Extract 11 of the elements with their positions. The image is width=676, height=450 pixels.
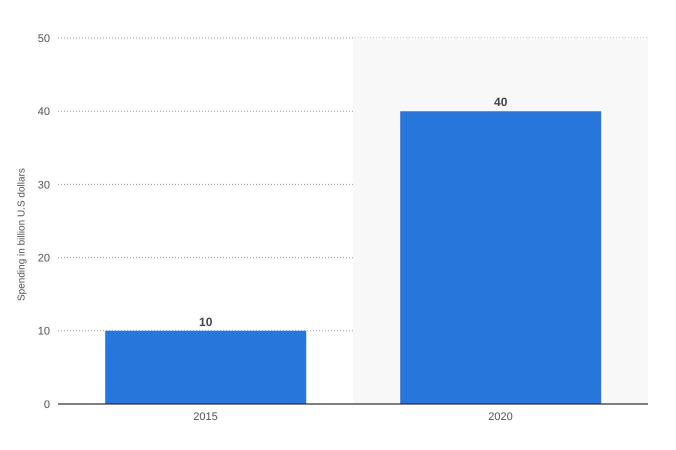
x-tick-label: 2015 xyxy=(193,410,218,423)
y-tick-label: 0 xyxy=(44,398,50,411)
data-label: 10 xyxy=(199,314,213,329)
y-tick-label: 40 xyxy=(38,106,50,118)
y-tick-label: 20 xyxy=(38,252,50,265)
y-tick-label: 10 xyxy=(38,326,50,338)
y-tick-label: 50 xyxy=(38,32,50,45)
data-label: 40 xyxy=(494,95,508,110)
x-tick-label: 2020 xyxy=(488,410,513,423)
y-axis-title: Spending in billion U.S dollars xyxy=(16,168,28,301)
y-tick-label: 30 xyxy=(38,179,50,192)
